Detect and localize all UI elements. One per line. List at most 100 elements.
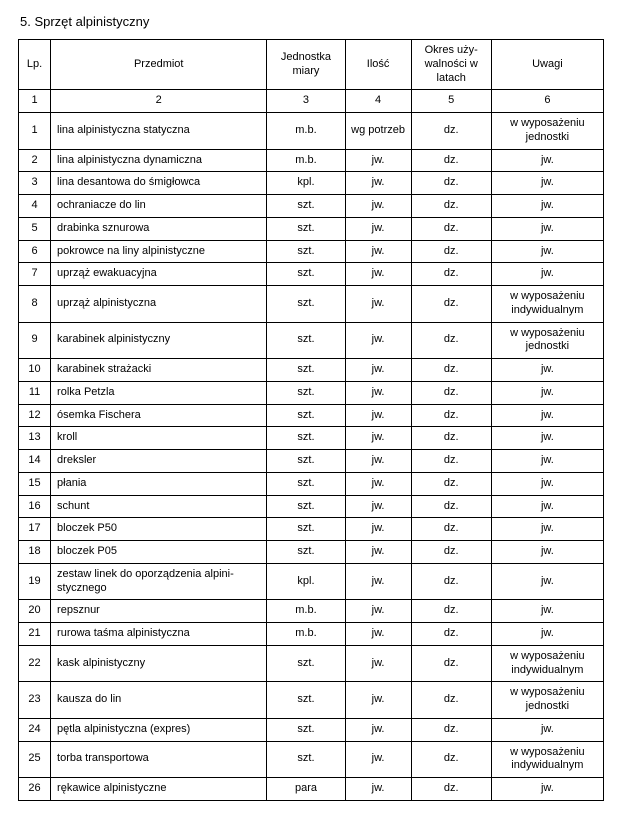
cell-lp: 18 bbox=[19, 541, 51, 564]
cell-lp: 11 bbox=[19, 381, 51, 404]
cell-period: dz. bbox=[411, 450, 491, 473]
cell-period: dz. bbox=[411, 381, 491, 404]
cell-notes: jw. bbox=[491, 381, 603, 404]
cell-unit: szt. bbox=[267, 427, 345, 450]
cell-period: dz. bbox=[411, 778, 491, 801]
table-row: 11rolka Petzlaszt.jw.dz.jw. bbox=[19, 381, 604, 404]
cell-period: dz. bbox=[411, 404, 491, 427]
equipment-table: Lp. Przedmiot Jednostka miary Ilość Okre… bbox=[18, 39, 604, 801]
cell-unit: m.b. bbox=[267, 623, 345, 646]
cell-qty: jw. bbox=[345, 495, 411, 518]
cell-period: dz. bbox=[411, 113, 491, 150]
cell-qty: jw. bbox=[345, 541, 411, 564]
cell-notes: jw. bbox=[491, 240, 603, 263]
table-row: 5drabinka sznurowaszt.jw.dz.jw. bbox=[19, 217, 604, 240]
cell-lp: 12 bbox=[19, 404, 51, 427]
col-okres: Okres uży- walności w latach bbox=[411, 40, 491, 90]
cell-lp: 3 bbox=[19, 172, 51, 195]
cell-item: rękawice alpinistyczne bbox=[51, 778, 267, 801]
cell-notes: jw. bbox=[491, 518, 603, 541]
cell-item: płania bbox=[51, 472, 267, 495]
cell-item: karabinek alpinistyczny bbox=[51, 322, 267, 359]
cell-item: pętla alpinistyczna (expres) bbox=[51, 718, 267, 741]
cell-period: dz. bbox=[411, 263, 491, 286]
cell-period: dz. bbox=[411, 600, 491, 623]
cell-item: pokrowce na liny alpinistyczne bbox=[51, 240, 267, 263]
table-row: 9karabinek alpinistycznyszt.jw.dz.w wypo… bbox=[19, 322, 604, 359]
col-lp: Lp. bbox=[19, 40, 51, 90]
col-uwagi: Uwagi bbox=[491, 40, 603, 90]
cell-unit: szt. bbox=[267, 682, 345, 719]
table-row: 23kausza do linszt.jw.dz.w wyposażeniu j… bbox=[19, 682, 604, 719]
cell-period: dz. bbox=[411, 541, 491, 564]
table-row: 16schuntszt.jw.dz.jw. bbox=[19, 495, 604, 518]
cell-unit: szt. bbox=[267, 450, 345, 473]
cell-period: dz. bbox=[411, 427, 491, 450]
cell-unit: szt. bbox=[267, 741, 345, 778]
cell-notes: w wyposażeniu indywidualnym bbox=[491, 741, 603, 778]
table-row: 7uprząż ewakuacyjnaszt.jw.dz.jw. bbox=[19, 263, 604, 286]
col-ilosc: Ilość bbox=[345, 40, 411, 90]
cell-notes: w wyposażeniu jednostki bbox=[491, 113, 603, 150]
cell-notes: jw. bbox=[491, 359, 603, 382]
cell-notes: jw. bbox=[491, 217, 603, 240]
cell-unit: szt. bbox=[267, 472, 345, 495]
table-row: 14drekslerszt.jw.dz.jw. bbox=[19, 450, 604, 473]
cell-item: zestaw linek do oporządzenia alpini- sty… bbox=[51, 563, 267, 600]
cell-qty: jw. bbox=[345, 149, 411, 172]
cell-qty: jw. bbox=[345, 322, 411, 359]
cell-unit: szt. bbox=[267, 495, 345, 518]
cell-qty: jw. bbox=[345, 217, 411, 240]
cell-notes: jw. bbox=[491, 472, 603, 495]
cell-lp: 24 bbox=[19, 718, 51, 741]
cell-qty: jw. bbox=[345, 404, 411, 427]
cell-unit: szt. bbox=[267, 381, 345, 404]
colnum-2: 2 bbox=[51, 90, 267, 113]
cell-item: bloczek P05 bbox=[51, 541, 267, 564]
cell-notes: jw. bbox=[491, 195, 603, 218]
cell-unit: szt. bbox=[267, 195, 345, 218]
cell-unit: m.b. bbox=[267, 600, 345, 623]
cell-unit: szt. bbox=[267, 541, 345, 564]
cell-lp: 23 bbox=[19, 682, 51, 719]
cell-qty: jw. bbox=[345, 359, 411, 382]
colnum-5: 5 bbox=[411, 90, 491, 113]
colnum-4: 4 bbox=[345, 90, 411, 113]
table-row: 13krollszt.jw.dz.jw. bbox=[19, 427, 604, 450]
cell-item: uprząż ewakuacyjna bbox=[51, 263, 267, 286]
cell-item: rolka Petzla bbox=[51, 381, 267, 404]
cell-period: dz. bbox=[411, 195, 491, 218]
cell-unit: szt. bbox=[267, 404, 345, 427]
col-jednostka: Jednostka miary bbox=[267, 40, 345, 90]
cell-lp: 2 bbox=[19, 149, 51, 172]
cell-period: dz. bbox=[411, 149, 491, 172]
table-header-row: Lp. Przedmiot Jednostka miary Ilość Okre… bbox=[19, 40, 604, 90]
cell-qty: jw. bbox=[345, 381, 411, 404]
cell-notes: w wyposażeniu indywidualnym bbox=[491, 645, 603, 682]
cell-unit: szt. bbox=[267, 263, 345, 286]
cell-unit: szt. bbox=[267, 240, 345, 263]
cell-item: lina desantowa do śmigłowca bbox=[51, 172, 267, 195]
cell-unit: kpl. bbox=[267, 563, 345, 600]
cell-unit: para bbox=[267, 778, 345, 801]
cell-unit: szt. bbox=[267, 718, 345, 741]
cell-notes: jw. bbox=[491, 450, 603, 473]
cell-item: uprząż alpinistyczna bbox=[51, 286, 267, 323]
cell-item: kausza do lin bbox=[51, 682, 267, 719]
cell-period: dz. bbox=[411, 718, 491, 741]
cell-item: lina alpinistyczna dynamiczna bbox=[51, 149, 267, 172]
cell-lp: 26 bbox=[19, 778, 51, 801]
cell-qty: jw. bbox=[345, 195, 411, 218]
table-row: 26rękawice alpinistyczneparajw.dz.jw. bbox=[19, 778, 604, 801]
cell-lp: 14 bbox=[19, 450, 51, 473]
cell-unit: szt. bbox=[267, 518, 345, 541]
cell-item: rurowa taśma alpinistyczna bbox=[51, 623, 267, 646]
table-row: 19zestaw linek do oporządzenia alpini- s… bbox=[19, 563, 604, 600]
cell-notes: jw. bbox=[491, 495, 603, 518]
cell-unit: kpl. bbox=[267, 172, 345, 195]
table-row: 17bloczek P50szt.jw.dz.jw. bbox=[19, 518, 604, 541]
cell-notes: jw. bbox=[491, 149, 603, 172]
cell-qty: wg potrzeb bbox=[345, 113, 411, 150]
cell-item: kroll bbox=[51, 427, 267, 450]
cell-lp: 22 bbox=[19, 645, 51, 682]
